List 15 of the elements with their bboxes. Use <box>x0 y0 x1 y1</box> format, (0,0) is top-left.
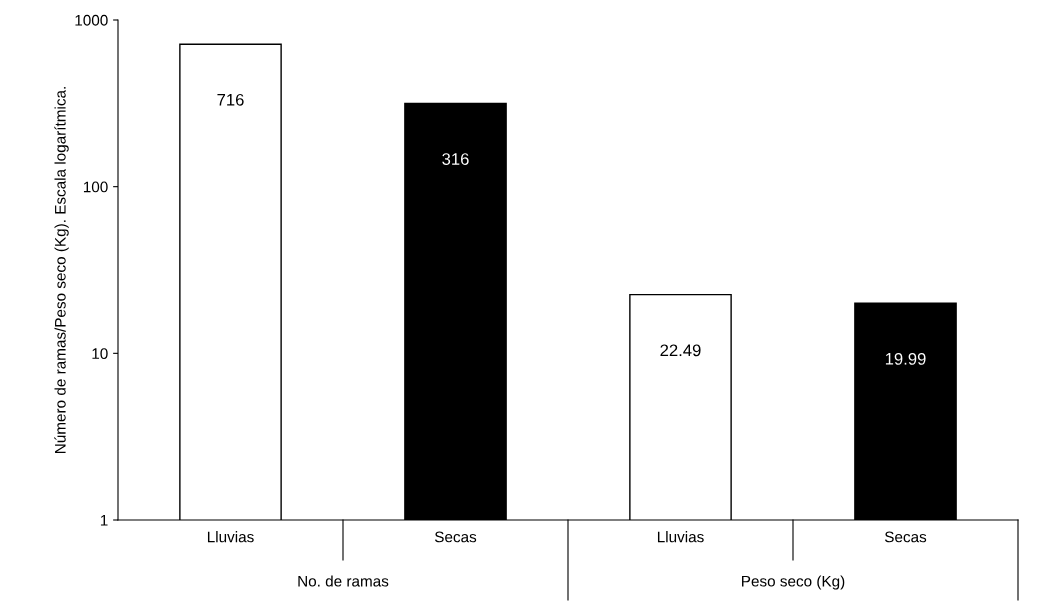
x-tick-label: Secas <box>434 531 477 543</box>
x-tick-label: Lluvias <box>657 531 704 543</box>
data-label: 22.49 <box>660 344 701 357</box>
text: Peso seco (Kg) <box>742 575 845 590</box>
data-label: 316 <box>442 153 469 165</box>
y-tick-label: 100 <box>83 181 108 193</box>
y-tick-label: 10 <box>92 348 108 360</box>
y-tick-label: 1 <box>100 515 108 526</box>
x-tick-label: Secas <box>884 531 927 543</box>
text: No. de ramas <box>298 575 389 587</box>
x-tick-label: Lluvias <box>207 531 254 543</box>
y-axis-title: Número de ramas/Peso seco (Kg). Escala logarítmica. <box>54 87 69 453</box>
y-tick-label: 1000 <box>75 14 108 26</box>
data-label: 716 <box>217 93 244 106</box>
data-label: 19.99 <box>885 352 926 365</box>
